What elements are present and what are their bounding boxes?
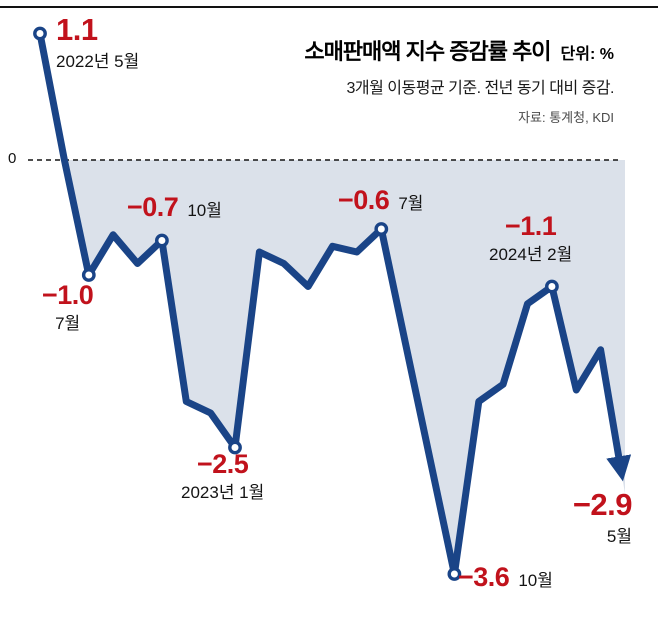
data-point-marker bbox=[228, 440, 242, 455]
annotation-2024-05: −2.9 5월 bbox=[572, 487, 633, 547]
annotation-value: −1.1 bbox=[504, 211, 557, 241]
annotation-date: 2024년 2월 bbox=[489, 245, 573, 265]
chart-subtitle: 3개월 이동평균 기준. 전년 동기 대비 증감. bbox=[346, 80, 615, 97]
annotation-2023-10: −3.6 10월 bbox=[458, 562, 553, 592]
data-point-marker bbox=[447, 567, 462, 581]
annotation-date: 10월 bbox=[518, 571, 553, 590]
data-point-marker bbox=[545, 279, 559, 294]
annotation-value: −2.9 bbox=[572, 487, 633, 522]
data-point-markers bbox=[33, 26, 559, 581]
annotation-2023-01: −2.5 2023년 1월 bbox=[181, 450, 264, 504]
annotation-value: −2.5 bbox=[196, 449, 249, 479]
trend-line bbox=[36, 30, 632, 578]
data-point-marker bbox=[33, 26, 47, 41]
annotation-2022-05: 1.1 2022년 5월 bbox=[56, 12, 140, 72]
annotation-value: −3.6 bbox=[458, 562, 510, 592]
annotation-2024-02: −1.1 2024년 2월 bbox=[489, 212, 572, 266]
annotation-date: 10월 bbox=[187, 201, 222, 220]
annotation-date: 2023년 1월 bbox=[181, 483, 265, 503]
data-point-marker bbox=[154, 233, 169, 248]
zero-axis-label: 0 bbox=[8, 150, 17, 167]
annotation-date: 7월 bbox=[398, 194, 424, 213]
annotation-value: 1.1 bbox=[56, 12, 98, 47]
data-point-marker bbox=[374, 222, 389, 236]
annotation-value: −0.6 bbox=[338, 185, 390, 215]
source-credit: 자료: 통계청, KDI bbox=[518, 110, 614, 125]
chart-title: 소매판매액 지수 증감률 추이 bbox=[304, 39, 551, 64]
unit-label: 단위: % bbox=[560, 46, 614, 63]
annotation-date: 7월 bbox=[55, 314, 81, 334]
annotation-date: 5월 bbox=[606, 526, 632, 546]
data-point-marker bbox=[81, 268, 96, 282]
annotation-date: 2022년 5월 bbox=[56, 51, 140, 71]
chart-header: 소매판매액 지수 증감률 추이 단위: % 3개월 이동평균 기준. 전년 동기… bbox=[304, 34, 614, 126]
annotation-2022-07: −1.0 7월 bbox=[42, 280, 94, 335]
annotation-value: −0.7 bbox=[127, 192, 179, 222]
area-fill bbox=[64, 160, 625, 574]
annotation-2023-07: −0.6 7월 bbox=[338, 185, 424, 215]
annotation-2022-10: −0.7 10월 bbox=[127, 192, 222, 222]
title-row: 소매판매액 지수 증감률 추이 단위: % bbox=[304, 34, 614, 66]
annotation-value: −1.0 bbox=[42, 280, 94, 310]
top-divider-rule bbox=[0, 6, 658, 8]
